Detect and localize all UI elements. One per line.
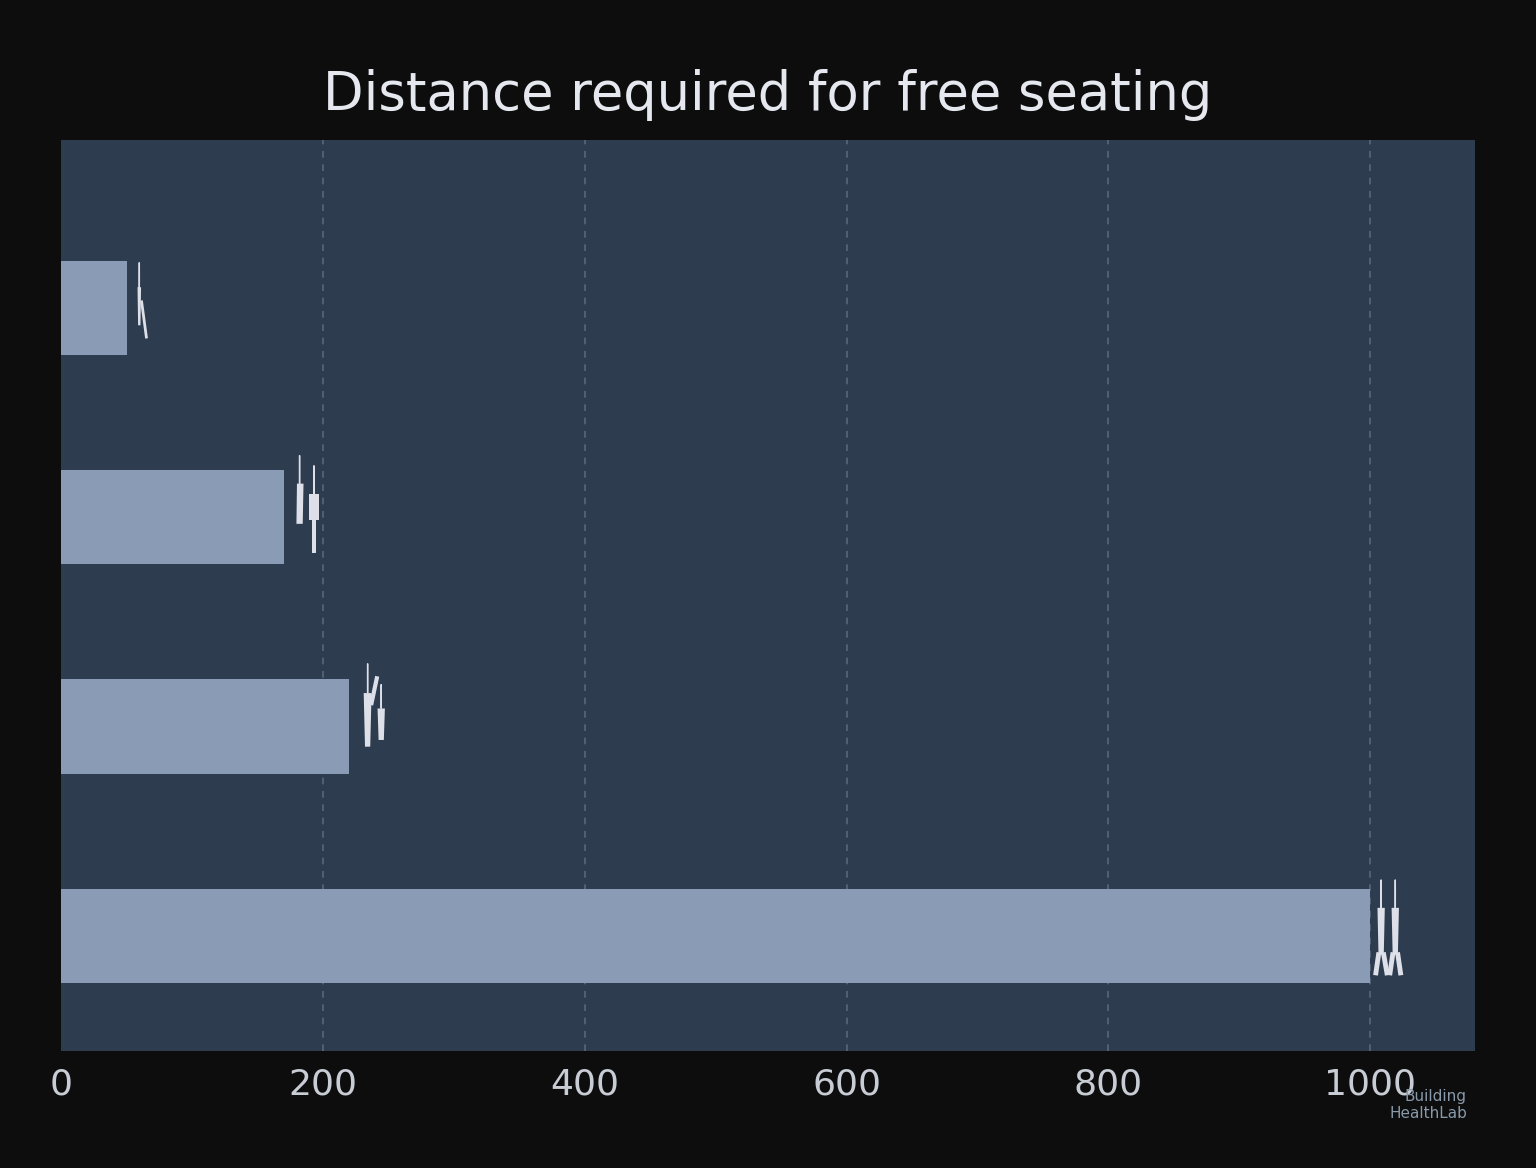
Polygon shape <box>138 287 141 326</box>
Bar <box>61 680 349 773</box>
Bar <box>61 889 1370 983</box>
Polygon shape <box>378 709 386 741</box>
Title: Distance required for free seating: Distance required for free seating <box>324 69 1212 120</box>
Polygon shape <box>296 484 304 523</box>
Bar <box>61 470 284 564</box>
Polygon shape <box>309 494 319 521</box>
Text: Building
HealthLab: Building HealthLab <box>1389 1089 1467 1121</box>
Bar <box>61 260 127 355</box>
Polygon shape <box>1378 908 1385 954</box>
Polygon shape <box>1392 908 1399 954</box>
Polygon shape <box>364 693 372 746</box>
